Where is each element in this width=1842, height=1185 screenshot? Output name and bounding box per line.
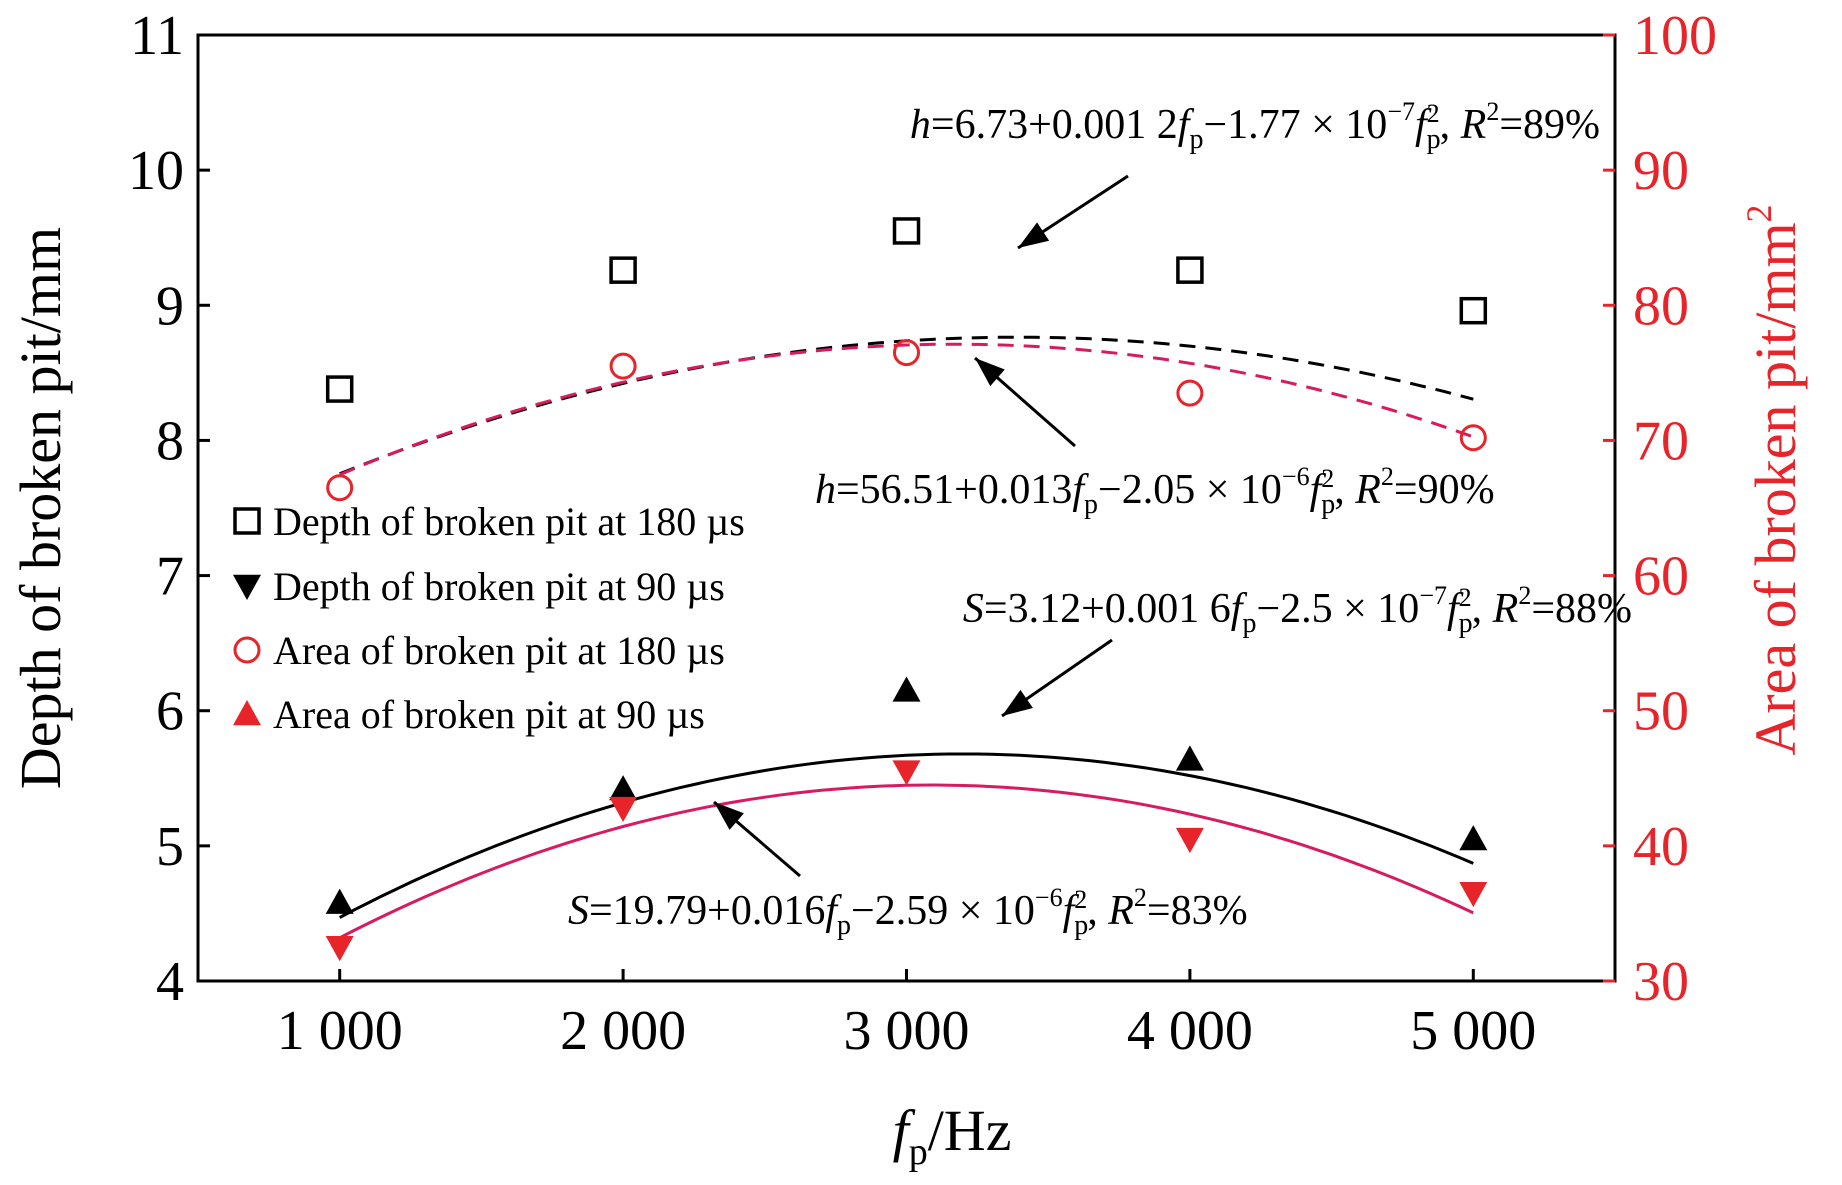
left-tick-label: 4 bbox=[156, 951, 184, 1013]
legend-label-4: Area of broken pit at 90 µs bbox=[273, 692, 705, 737]
x-tick-label: 4 000 bbox=[1127, 1000, 1253, 1062]
right-tick-label: 60 bbox=[1633, 546, 1689, 608]
data-point-series-1 bbox=[1459, 296, 1488, 325]
svg-text:fp/Hz: fp/Hz bbox=[893, 1098, 1012, 1173]
data-point-series-1 bbox=[325, 375, 354, 403]
left-tick-label: 10 bbox=[128, 140, 184, 202]
right-tick-label: 90 bbox=[1633, 140, 1689, 202]
left-tick-label: 9 bbox=[156, 275, 184, 337]
left-tick-label: 5 bbox=[156, 816, 184, 878]
legend-marker-3 bbox=[233, 636, 261, 664]
data-point-series-3 bbox=[893, 339, 920, 367]
legend-marker-4 bbox=[233, 700, 261, 726]
data-point-series-2 bbox=[1175, 745, 1204, 771]
data-point-series-4 bbox=[1175, 827, 1204, 854]
equation-annotation-2: h=56.51+0.013fp−2.05 × 10−6fp2, R2=90% bbox=[815, 462, 1495, 520]
data-point-series-1 bbox=[609, 256, 637, 284]
data-point-series-2 bbox=[325, 888, 354, 914]
x-tick-label: 5 000 bbox=[1410, 1000, 1536, 1062]
data-point-series-3 bbox=[326, 474, 354, 502]
data-point-series-1 bbox=[892, 217, 921, 245]
annotation-arrow-head-3 bbox=[1002, 689, 1033, 716]
annotation-arrow-head-4 bbox=[714, 802, 744, 830]
annotation-arrow-head-2 bbox=[975, 358, 1005, 387]
x-tick-label: 1 000 bbox=[277, 1000, 403, 1062]
data-markers bbox=[325, 217, 1488, 962]
y-axis-label-right: Area of broken pit/mm2 bbox=[1739, 204, 1808, 755]
x-tick-label: 3 000 bbox=[844, 1000, 970, 1062]
x-label-unit: /Hz bbox=[928, 1098, 1012, 1163]
fit-curve-2 bbox=[339, 752, 1474, 919]
left-tick-label: 6 bbox=[156, 681, 184, 743]
data-point-series-2 bbox=[1459, 825, 1488, 851]
equation-annotation-3: S=3.12+0.001 6fp−2.5 × 10−7fp2, R2=88% bbox=[963, 581, 1632, 639]
right-tick-label: 40 bbox=[1633, 816, 1689, 878]
right-axis-ticks: 30 40 50 60 70 80 90 100 bbox=[1603, 5, 1717, 1013]
right-tick-label: 50 bbox=[1633, 681, 1689, 743]
y-axis-label-left: Depth of broken pit/mm bbox=[8, 227, 73, 789]
equation-annotations: h=6.73+0.001 2fp−1.77 × 10−7fp2, R2=89% h… bbox=[568, 97, 1632, 941]
data-point-series-1 bbox=[1176, 256, 1204, 284]
x-axis-ticks: 1 000 2 000 3 000 4 000 5 000 bbox=[277, 969, 1536, 1062]
right-tick-label: 30 bbox=[1633, 951, 1689, 1013]
x-label-sub: p bbox=[909, 1131, 928, 1173]
left-tick-label: 8 bbox=[156, 410, 184, 472]
data-point-series-2 bbox=[892, 676, 921, 702]
legend-label-1: Depth of broken pit at 180 µs bbox=[273, 499, 745, 544]
data-point-series-3 bbox=[1176, 379, 1204, 407]
left-tick-label: 11 bbox=[130, 5, 184, 67]
fit-curve-1 bbox=[339, 335, 1474, 476]
data-point-series-4 bbox=[325, 936, 354, 962]
legend-marker-1 bbox=[233, 507, 261, 535]
equation-annotation-4: S=19.79+0.016fp−2.59 × 10−6fp2, R2=83% bbox=[568, 883, 1248, 941]
legend: Depth of broken pit at 180 µs Depth of br… bbox=[233, 499, 745, 737]
left-tick-label: 7 bbox=[156, 546, 184, 608]
right-tick-label: 70 bbox=[1633, 410, 1689, 472]
data-point-series-3 bbox=[609, 352, 637, 380]
x-axis-label: fp/Hz bbox=[893, 1098, 1012, 1173]
equation-annotation-1: h=6.73+0.001 2fp−1.77 × 10−7fp2, R2=89% bbox=[910, 97, 1600, 155]
y-right-label-main: Area of broken pit/mm bbox=[1743, 222, 1808, 755]
y-right-label-sup: 2 bbox=[1739, 204, 1779, 222]
right-tick-label: 100 bbox=[1633, 5, 1717, 67]
legend-marker-2 bbox=[233, 574, 261, 600]
data-point-series-4 bbox=[609, 796, 638, 823]
x-tick-label: 2 000 bbox=[560, 1000, 686, 1062]
legend-label-2: Depth of broken pit at 90 µs bbox=[273, 564, 725, 609]
data-point-series-3 bbox=[1459, 424, 1487, 452]
legend-label-3: Area of broken pit at 180 µs bbox=[273, 628, 725, 673]
data-point-series-2 bbox=[609, 775, 638, 801]
right-tick-label: 80 bbox=[1633, 275, 1689, 337]
data-point-series-4 bbox=[1459, 881, 1488, 908]
fit-curve-3 bbox=[339, 342, 1474, 477]
data-point-series-4 bbox=[892, 760, 921, 786]
annotation-arrow-head-1 bbox=[1018, 222, 1050, 248]
left-axis-ticks: 4 5 6 7 8 9 10 11 bbox=[128, 5, 210, 1013]
